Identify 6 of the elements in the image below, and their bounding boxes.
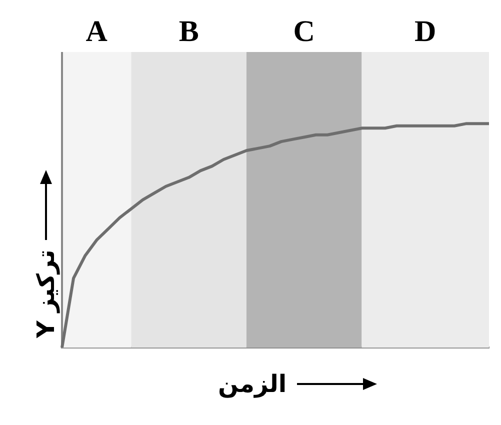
text: C bbox=[293, 14, 315, 48]
x-axis-title: الزمن bbox=[218, 370, 287, 398]
y-axis-title: تركيز Y bbox=[32, 250, 60, 338]
text: B bbox=[178, 14, 199, 48]
text: D bbox=[414, 14, 436, 48]
text: A bbox=[86, 14, 108, 48]
